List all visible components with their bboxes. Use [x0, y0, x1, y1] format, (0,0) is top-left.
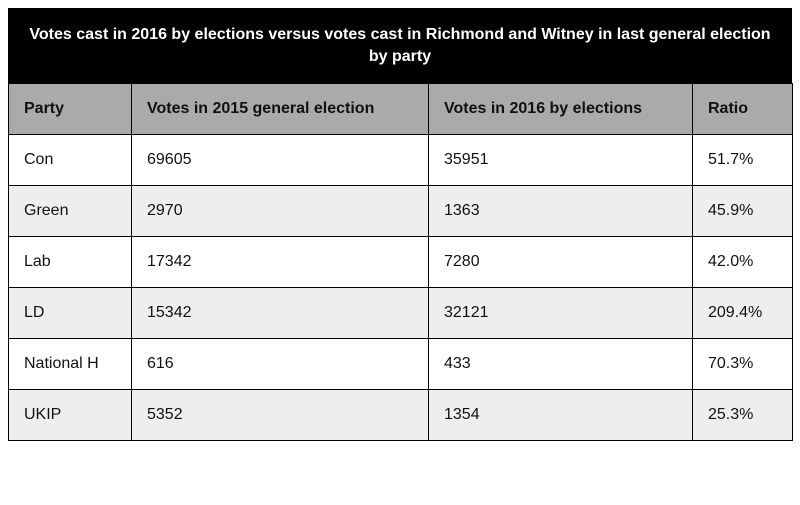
table-row: Con 69605 35951 51.7% — [8, 134, 793, 186]
column-header-votes-2015: Votes in 2015 general election — [131, 83, 429, 135]
cell-votes-2016: 433 — [428, 338, 693, 390]
cell-ratio: 51.7% — [692, 134, 793, 186]
votes-table: Party Votes in 2015 general election Vot… — [8, 83, 793, 441]
cell-votes-2015: 2970 — [131, 185, 429, 237]
table-row: Lab 17342 7280 42.0% — [8, 236, 793, 288]
cell-votes-2015: 616 — [131, 338, 429, 390]
cell-party: UKIP — [8, 389, 132, 441]
cell-ratio: 70.3% — [692, 338, 793, 390]
cell-ratio: 209.4% — [692, 287, 793, 339]
table-row: LD 15342 32121 209.4% — [8, 287, 793, 339]
cell-votes-2015: 69605 — [131, 134, 429, 186]
cell-votes-2016: 1354 — [428, 389, 693, 441]
column-header-votes-2016: Votes in 2016 by elections — [428, 83, 693, 135]
cell-votes-2015: 15342 — [131, 287, 429, 339]
cell-votes-2016: 32121 — [428, 287, 693, 339]
cell-party: Lab — [8, 236, 132, 288]
cell-votes-2015: 17342 — [131, 236, 429, 288]
table-row: National H 616 433 70.3% — [8, 338, 793, 390]
cell-party: Green — [8, 185, 132, 237]
column-header-ratio: Ratio — [692, 83, 793, 135]
cell-ratio: 42.0% — [692, 236, 793, 288]
cell-votes-2016: 7280 — [428, 236, 693, 288]
table-row: UKIP 5352 1354 25.3% — [8, 389, 793, 441]
cell-party: Con — [8, 134, 132, 186]
cell-party: National H — [8, 338, 132, 390]
cell-ratio: 45.9% — [692, 185, 793, 237]
table-row: Green 2970 1363 45.9% — [8, 185, 793, 237]
cell-votes-2016: 35951 — [428, 134, 693, 186]
cell-votes-2015: 5352 — [131, 389, 429, 441]
header-row: Party Votes in 2015 general election Vot… — [8, 83, 793, 135]
column-header-party: Party — [8, 83, 132, 135]
table-header: Party Votes in 2015 general election Vot… — [8, 83, 793, 135]
data-table: Votes cast in 2016 by elections versus v… — [8, 8, 793, 441]
cell-ratio: 25.3% — [692, 389, 793, 441]
cell-votes-2016: 1363 — [428, 185, 693, 237]
cell-party: LD — [8, 287, 132, 339]
table-title: Votes cast in 2016 by elections versus v… — [8, 8, 792, 83]
table-body: Con 69605 35951 51.7% Green 2970 1363 45.9% Lab 1… — [8, 134, 793, 441]
